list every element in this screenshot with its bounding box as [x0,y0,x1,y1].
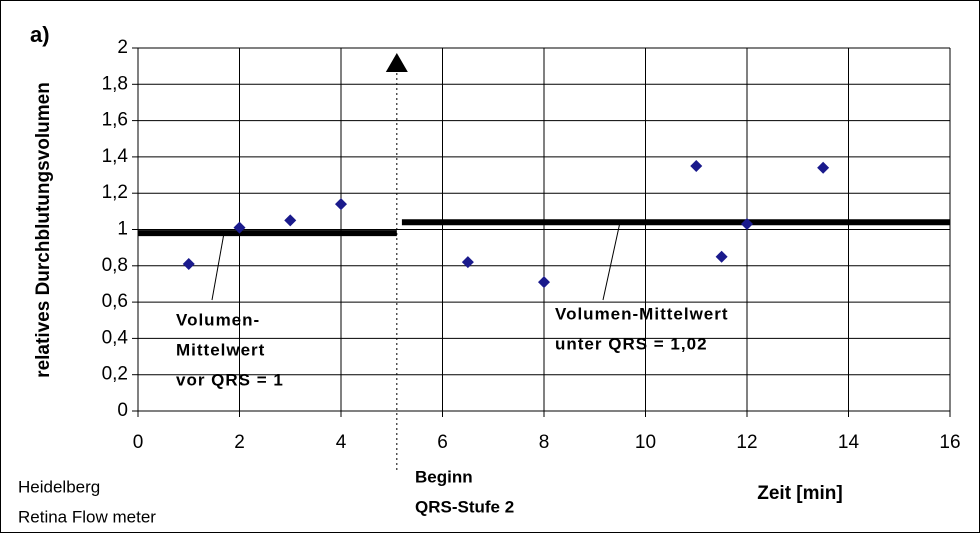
x-axis-label: Zeit [min] [757,483,843,504]
source-text: Retina Flow meter [18,507,156,526]
y-tick-label: 1,6 [102,110,128,131]
point [461,256,474,269]
point [335,198,347,211]
annotation: Volumen-Mittelwert [555,304,729,323]
annotation: vor QRS = 1 [176,370,284,389]
y-tick-label: 0,8 [102,255,128,276]
marker-triangle [385,53,408,72]
y-axis-label: relatives Durchblutungsvolumen [33,82,54,378]
annotation: unter QRS = 1,02 [555,334,708,353]
point [741,218,753,231]
x-tick-label: 6 [437,432,448,453]
x-tick-label: 0 [133,432,144,453]
point [233,221,246,234]
point [538,276,550,289]
x-tick-label: 2 [234,432,245,453]
annotation: Beginn [415,467,473,486]
pointer [602,222,621,301]
x-tick-label: 12 [736,432,757,453]
point [182,257,195,270]
panel-label: a) [30,22,50,47]
point [284,214,297,227]
x-tick-label: 16 [939,432,960,453]
y-tick-label: 0,4 [102,327,129,348]
annotation: Volumen- [176,310,260,329]
point [817,161,830,174]
x-tick-label: 4 [336,432,347,453]
y-tick-label: 0 [117,400,128,421]
annotation: Mittelwert [176,340,265,359]
source-text: Heidelberg [18,477,100,496]
annotation: QRS-Stufe 2 [415,497,514,516]
y-tick-label: 2 [117,37,128,58]
y-tick-label: 1,8 [102,73,128,94]
y-tick-label: 0,2 [102,364,128,385]
x-tick-label: 14 [838,432,860,453]
y-tick-label: 1 [117,219,128,240]
y-tick-label: 1,2 [102,182,128,203]
point [715,250,728,263]
point [690,159,703,172]
y-tick-label: 0,6 [102,291,128,312]
x-tick-label: 8 [539,432,550,453]
x-tick-label: 10 [635,432,656,453]
y-tick-label: 1,4 [102,146,129,167]
pointer [211,233,225,301]
